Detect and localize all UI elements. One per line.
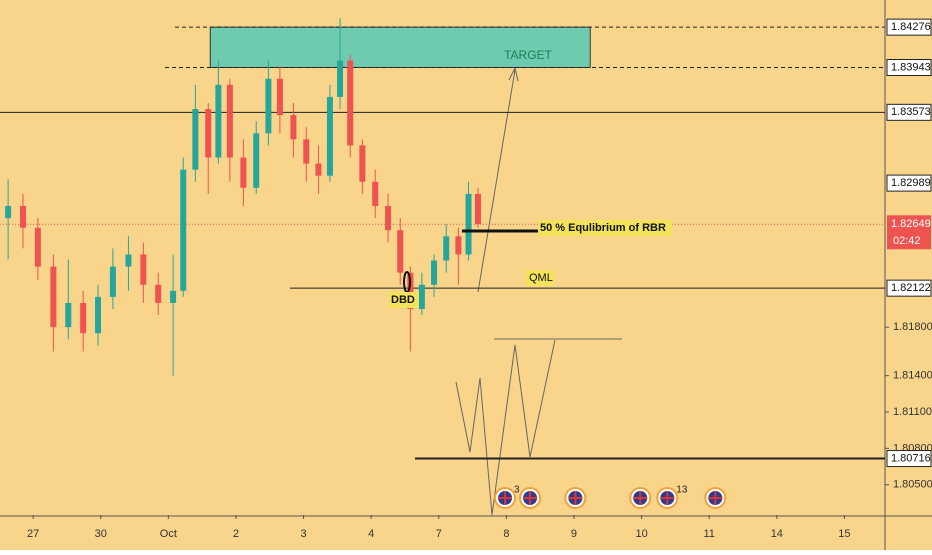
candle-body	[465, 193, 472, 255]
candle-body	[418, 284, 425, 309]
candle-body	[474, 193, 481, 225]
event-icon	[656, 487, 679, 509]
candle-body	[192, 109, 199, 170]
annotation-bg	[389, 292, 419, 308]
level-label: 1.82989	[891, 177, 931, 189]
x-tick-label: 27	[27, 528, 39, 540]
y-tick-label: 1.81100	[893, 406, 932, 418]
event-icon	[629, 487, 652, 509]
candle-body	[253, 133, 260, 188]
candle-body	[170, 290, 177, 303]
candle-body	[315, 163, 322, 176]
candle-body	[140, 254, 147, 285]
x-tick-label: 9	[571, 528, 577, 540]
candle-body	[125, 254, 132, 267]
candle-body	[109, 266, 116, 297]
arrow-head	[508, 66, 519, 82]
event-flag-cross	[568, 491, 583, 505]
candle-body	[431, 260, 438, 285]
level-label: 1.80716	[891, 452, 931, 464]
target-arrow	[477, 69, 516, 293]
candle-body	[205, 109, 212, 158]
candle-body	[5, 206, 12, 219]
candle-body	[265, 78, 272, 134]
candle-body	[407, 272, 414, 309]
annotation-bg	[538, 220, 672, 236]
candle-body	[65, 302, 72, 328]
candle-body	[455, 236, 462, 255]
event-icon	[494, 487, 517, 509]
level-label-box	[886, 18, 932, 36]
level-label: 1.83573	[891, 106, 931, 118]
level-label: 1.82122	[891, 282, 931, 294]
annotation-bg	[526, 270, 554, 286]
level-label: 1.84276	[891, 21, 931, 33]
candle-body	[80, 302, 87, 334]
x-tick-label: 8	[503, 528, 509, 540]
countdown-label: 02:42	[893, 235, 921, 247]
target-label: TARGET	[504, 48, 552, 62]
drawing	[455, 66, 622, 516]
candle-body	[34, 227, 41, 267]
candle-body	[95, 296, 102, 334]
level-label: 1.83943	[891, 61, 931, 73]
target-zone	[209, 26, 591, 68]
candle-body	[397, 230, 404, 273]
y-tick-label: 1.80500	[893, 479, 932, 491]
candle-body	[180, 169, 187, 291]
annotation: 50 % Equlibrium of RBR	[540, 222, 666, 234]
candle-body	[359, 145, 366, 182]
candle-body	[443, 236, 450, 261]
candle-body	[155, 284, 162, 303]
event-icon	[704, 487, 727, 509]
y-tick-label: 1.81800	[893, 321, 932, 333]
x-tick-label: 14	[771, 528, 783, 540]
x-tick-label: 7	[436, 528, 442, 540]
candle-body	[372, 181, 379, 206]
event-badge: 13	[676, 485, 688, 496]
candle-body	[226, 84, 233, 158]
candle-body	[50, 266, 57, 328]
candle-body	[303, 139, 310, 164]
event-flag-cross	[523, 491, 538, 505]
candle-body	[326, 96, 333, 176]
x-tick-label: 4	[368, 528, 374, 540]
current-price-box	[887, 215, 931, 250]
event-flag-cross	[633, 491, 648, 505]
level-label-box	[886, 58, 932, 76]
candle-body	[240, 157, 247, 188]
candle-body	[337, 60, 344, 97]
annotation: QML	[529, 272, 553, 284]
event-flag-cross	[660, 491, 675, 505]
event-flag-cross	[498, 491, 513, 505]
level-label-box	[886, 450, 932, 468]
y-tick-label: 1.81400	[893, 370, 932, 382]
x-tick-label: 2	[233, 528, 239, 540]
level-label-box	[886, 174, 932, 192]
event-icon	[564, 487, 587, 509]
candle-body	[276, 78, 283, 116]
event-flag-cross	[708, 491, 723, 505]
current-price-label: 1.82649	[891, 218, 931, 230]
zigzag-drawing	[455, 339, 556, 516]
level-label-box	[886, 103, 932, 121]
x-tick-label: 30	[95, 528, 107, 540]
candle-body	[215, 84, 222, 158]
x-tick-label: Oct	[160, 528, 177, 540]
event-icon	[519, 487, 542, 509]
annotation: DBD	[391, 294, 415, 306]
x-tick-label: 3	[301, 528, 307, 540]
candle-body	[385, 206, 392, 231]
candle-body	[19, 206, 26, 228]
candle-body	[290, 115, 297, 140]
x-tick-label: 15	[838, 528, 850, 540]
level-label-box	[886, 279, 932, 297]
x-tick-label: 11	[704, 528, 715, 540]
candle-body	[347, 60, 354, 146]
event-badge: 3	[514, 485, 520, 496]
x-tick-label: 10	[635, 528, 647, 540]
